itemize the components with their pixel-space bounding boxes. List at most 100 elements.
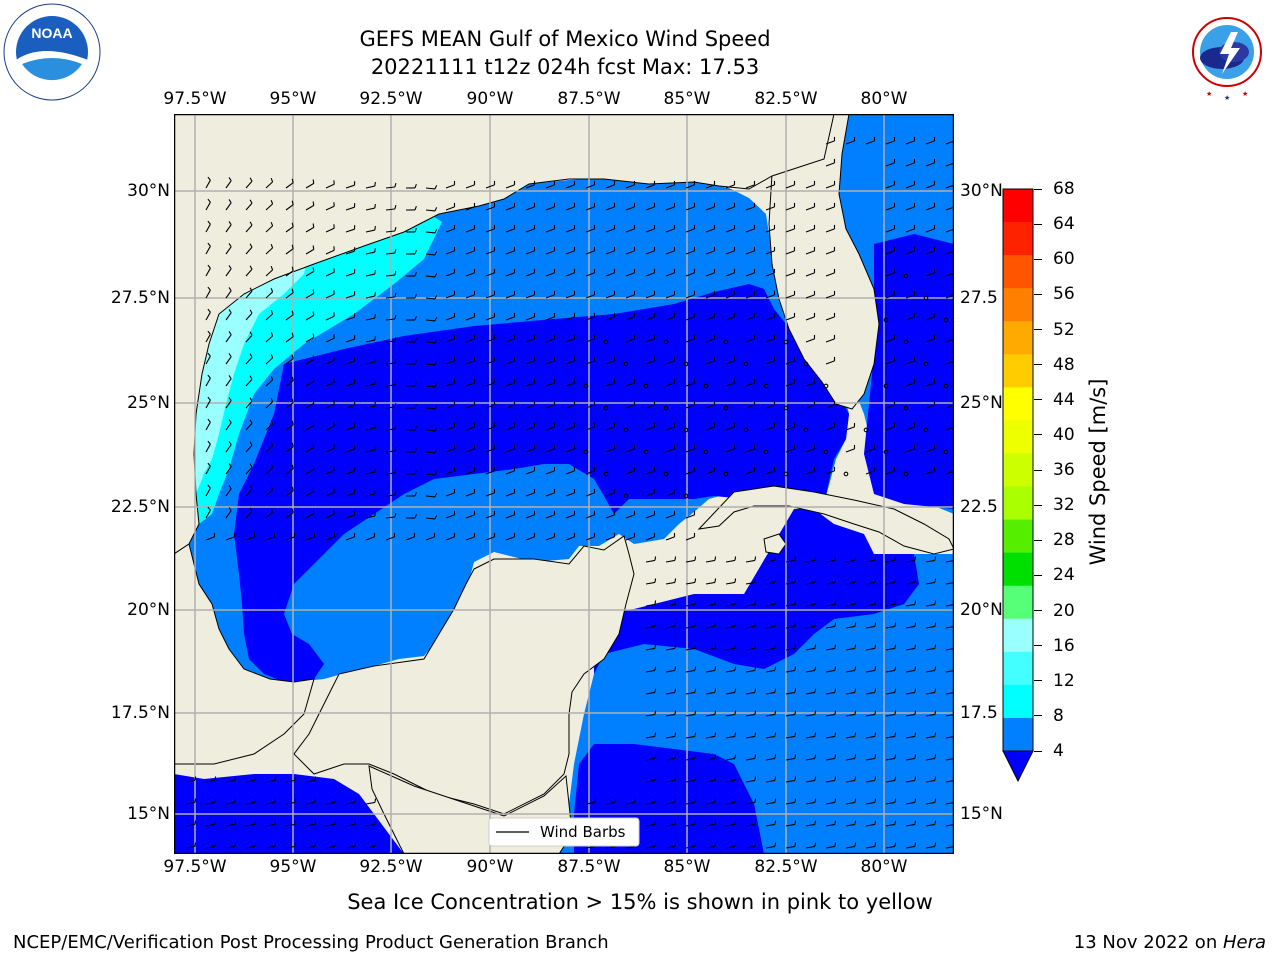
- wind-barb: [245, 466, 253, 475]
- wind-barb-flag: [207, 176, 211, 181]
- wind-barb: [205, 487, 211, 497]
- wind-barb-flag: [207, 418, 211, 423]
- wind-barb: [765, 779, 775, 783]
- wind-barb: [745, 845, 755, 849]
- wind-barb: [225, 378, 232, 387]
- wind-barb-flag: [394, 248, 397, 254]
- wind-barb: [525, 470, 535, 475]
- wind-barb: [545, 184, 555, 189]
- wind-barb: [665, 184, 675, 189]
- wind-barb: [485, 206, 495, 211]
- wind-barb: [245, 312, 253, 321]
- wind-barb: [665, 228, 675, 233]
- colorbar: [1002, 188, 1034, 783]
- wind-barb-flag: [734, 600, 737, 605]
- wind-barb: [725, 316, 735, 321]
- wind-barb: [305, 446, 315, 453]
- wind-barb: [805, 448, 815, 453]
- calm-wind-marker: [943, 317, 949, 323]
- wind-barb: [745, 206, 755, 211]
- wind-barb: [825, 581, 835, 585]
- wind-barb-flag: [674, 578, 677, 583]
- wind-barb: [745, 294, 755, 299]
- wind-barb-flag: [374, 446, 376, 451]
- wind-barb: [825, 603, 835, 607]
- calm-wind-marker: [683, 493, 689, 499]
- wind-barb-flag: [228, 331, 232, 336]
- calm-wind-marker: [663, 471, 669, 477]
- wind-barb: [505, 294, 515, 299]
- calm-wind-marker: [883, 317, 889, 323]
- wind-barb-flag: [654, 688, 657, 693]
- wind-barb-flag: [434, 427, 438, 432]
- wind-barb: [205, 399, 211, 409]
- svg-text:★: ★: [1206, 90, 1212, 98]
- wind-barb: [625, 316, 635, 321]
- wind-barb: [825, 338, 835, 343]
- colorbar-tick: [1034, 188, 1042, 190]
- wind-barb: [485, 294, 495, 299]
- lat-label-right: 15°N: [960, 804, 1003, 824]
- wind-barb-flag: [207, 330, 211, 335]
- wind-barb: [885, 801, 895, 805]
- wind-barb-flag: [228, 265, 232, 270]
- wind-barb: [505, 360, 515, 365]
- wind-barb: [225, 779, 235, 783]
- wind-barb: [445, 448, 455, 453]
- wind-barb-flag: [854, 798, 857, 803]
- wind-barb: [265, 313, 273, 321]
- wind-barb-flag: [754, 710, 757, 715]
- wind-barb: [705, 845, 715, 849]
- wind-barb: [545, 206, 555, 211]
- lat-label-left: 17.5°N: [110, 703, 170, 723]
- colorbar-segment: [1003, 420, 1033, 454]
- wind-barb-flag: [414, 272, 417, 277]
- wind-barb: [385, 494, 395, 497]
- wind-barb: [765, 360, 775, 365]
- wind-barb: [505, 514, 515, 519]
- wind-barb-flag: [374, 336, 376, 341]
- calm-wind-marker: [643, 383, 649, 389]
- wind-barb: [645, 470, 655, 475]
- wind-barb: [385, 340, 395, 343]
- wind-barb: [805, 845, 815, 849]
- wind-barb: [685, 823, 695, 827]
- wind-barb: [465, 294, 475, 299]
- wind-barb: [305, 779, 315, 783]
- wind-barb-flag: [249, 485, 253, 490]
- wind-barb: [425, 341, 436, 344]
- wind-barb: [885, 184, 895, 189]
- wind-barb-flag: [854, 556, 857, 561]
- wind-barb: [365, 273, 375, 277]
- wind-barb-flag: [249, 441, 253, 446]
- wind-barb: [665, 647, 675, 651]
- wind-barb: [905, 294, 915, 299]
- wind-barb-flag: [934, 578, 937, 583]
- wind-barb-flag: [374, 248, 376, 253]
- wind-barb: [325, 249, 335, 255]
- wind-barb-flag: [754, 666, 757, 671]
- wind-barb: [325, 337, 335, 343]
- wind-barb: [745, 603, 755, 607]
- wind-barb: [485, 250, 495, 255]
- wind-barb: [245, 510, 253, 519]
- wind-barb: [445, 382, 455, 387]
- wind-barb: [285, 204, 294, 211]
- wind-barb: [765, 603, 775, 607]
- wind-barb: [385, 362, 395, 365]
- wind-barb: [305, 314, 315, 321]
- wind-barb: [765, 647, 775, 651]
- wind-barb: [725, 426, 735, 431]
- wind-barb: [925, 184, 935, 189]
- calm-wind-marker: [903, 339, 909, 345]
- wind-barb: [625, 382, 635, 387]
- wind-barb-flag: [674, 556, 677, 561]
- wind-barb-flag: [754, 556, 757, 561]
- wind-barb: [705, 779, 715, 783]
- calm-wind-marker: [723, 405, 729, 411]
- wind-barb: [205, 465, 211, 475]
- lon-label-bottom: 97.5°W: [163, 857, 227, 877]
- wind-barb-flag: [207, 374, 211, 379]
- wind-barb: [465, 338, 475, 343]
- wind-zone-light-florida-east: [864, 234, 954, 509]
